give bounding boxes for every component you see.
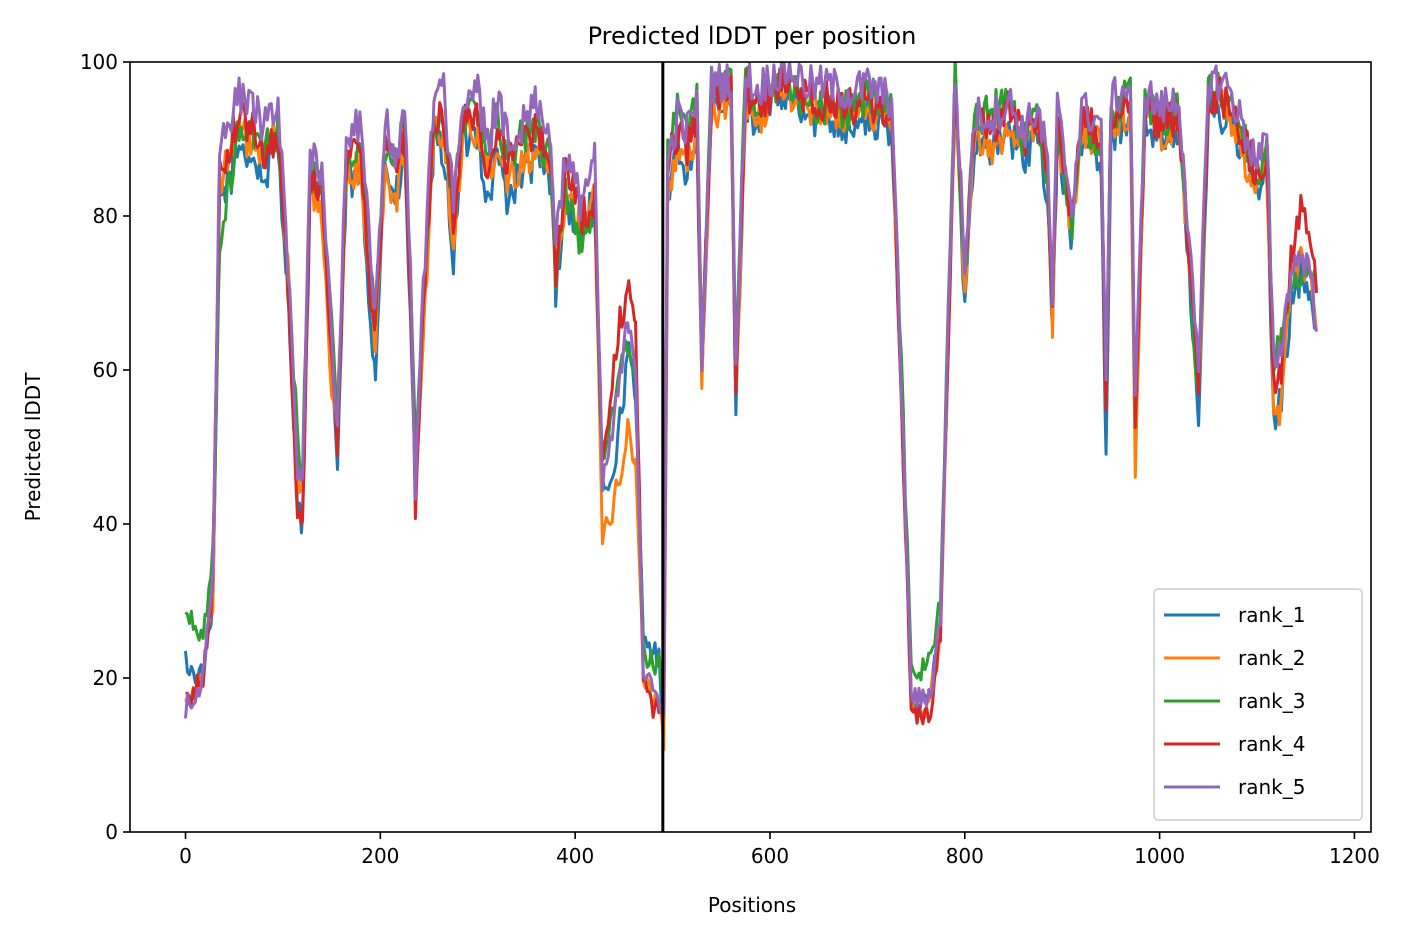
legend-label-rank_2: rank_2 — [1238, 646, 1305, 670]
x-axis-label: Positions — [708, 893, 796, 917]
x-tick-label: 600 — [751, 844, 789, 868]
x-tick-label: 400 — [556, 844, 594, 868]
axes: 0 200 400 600 800 1000 1200 0 20 40 60 80 100 — [80, 50, 1380, 868]
y-tick-label: 80 — [93, 204, 118, 228]
x-tick-label: 1200 — [1329, 844, 1380, 868]
y-tick-label: 60 — [93, 358, 118, 382]
chart-title: Predicted lDDT per position — [588, 22, 917, 50]
legend: rank_1 rank_2 rank_3 rank_4 rank_5 — [1153, 588, 1363, 821]
legend-label-rank_3: rank_3 — [1238, 689, 1305, 713]
series-line-rank_2 — [184, 77, 1318, 752]
x-tick-label: 1000 — [1134, 844, 1185, 868]
x-tick-label: 800 — [946, 844, 984, 868]
plot-lines — [184, 62, 1318, 832]
legend-box — [1153, 588, 1363, 821]
legend-label-rank_4: rank_4 — [1238, 732, 1305, 756]
y-tick-label: 40 — [93, 512, 118, 536]
x-tick-label: 0 — [179, 844, 192, 868]
y-tick-label: 20 — [93, 666, 118, 690]
legend-label-rank_1: rank_1 — [1238, 603, 1305, 627]
y-tick-label: 0 — [105, 820, 118, 844]
legend-label-rank_5: rank_5 — [1238, 775, 1305, 799]
y-axis-label: Predicted lDDT — [21, 372, 45, 522]
series-line-rank_5 — [184, 62, 1318, 719]
y-tick-label: 100 — [80, 50, 118, 74]
x-tick-label: 200 — [361, 844, 399, 868]
plot-frame — [129, 61, 1372, 833]
